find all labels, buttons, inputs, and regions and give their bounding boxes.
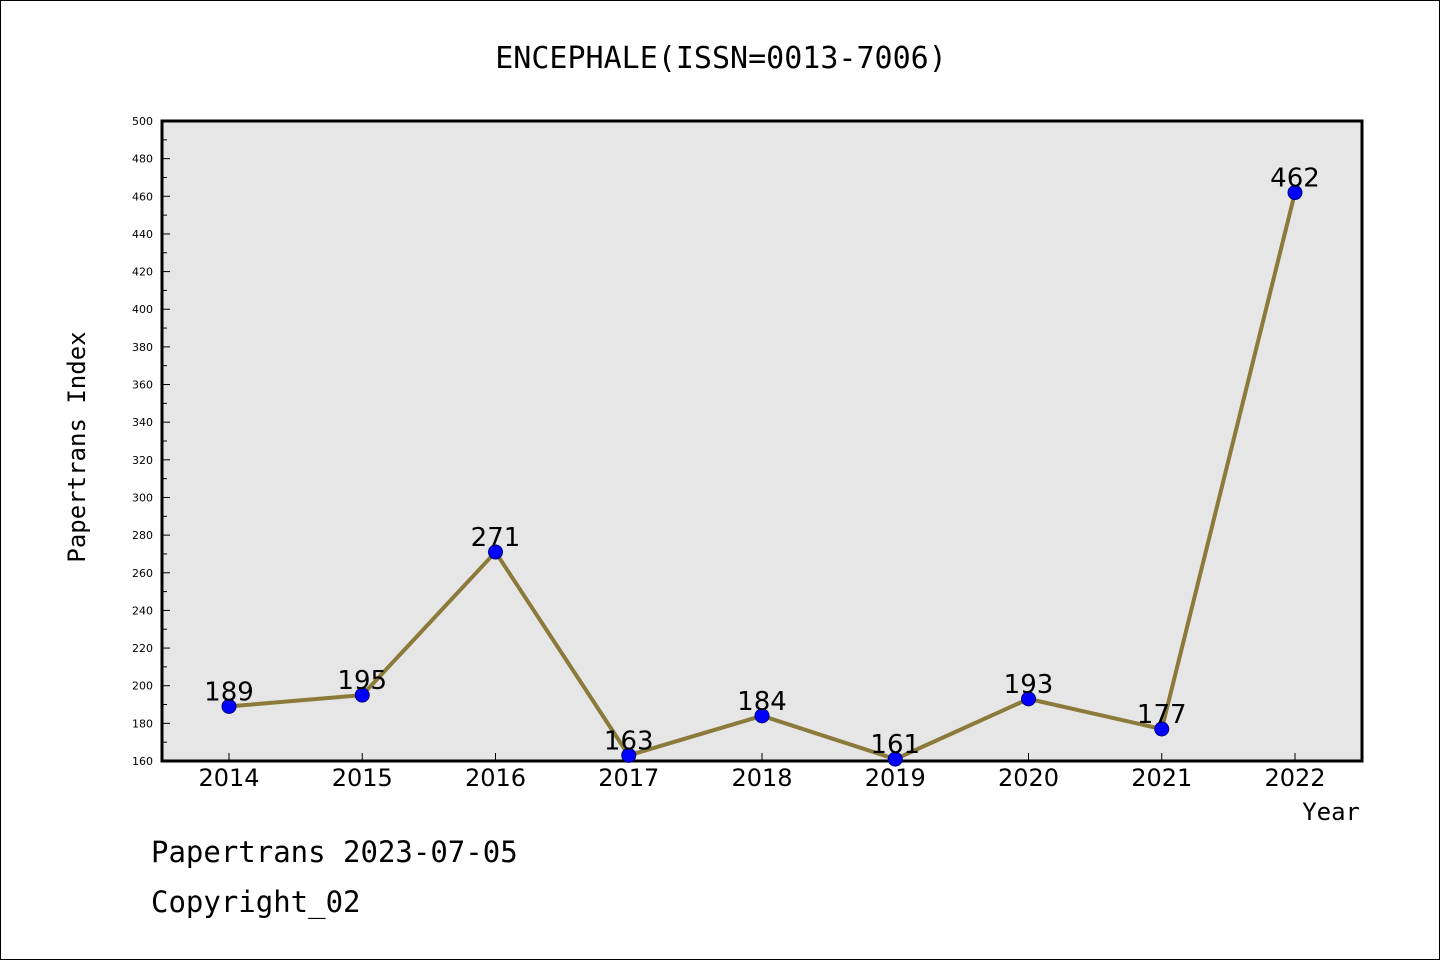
data-label: 271 <box>471 523 521 553</box>
data-point <box>354 687 370 703</box>
data-label: 177 <box>1137 700 1187 730</box>
data-markers <box>221 185 1303 767</box>
y-tick-label: 340 <box>132 416 153 429</box>
y-tick-label: 460 <box>132 190 153 203</box>
y-tick-label: 320 <box>132 454 153 467</box>
data-point <box>488 544 503 560</box>
x-tick-label: 2022 <box>1264 764 1325 792</box>
y-axis-title: Papertrans Index <box>63 331 91 562</box>
x-axis: 2014 2015 2016 2017 2018 2019 2020 2021 2022 <box>198 753 1326 792</box>
y-tick-label: 500 <box>132 115 153 128</box>
y-tick-label: 420 <box>132 266 153 279</box>
y-tick-label: 440 <box>132 228 153 241</box>
y-tick-label: 260 <box>132 567 153 580</box>
y-tick-label: 360 <box>132 379 153 392</box>
y-axis: 160 180 200 220 240 260 280 300 320 340 360 380 400 4… <box>132 115 170 768</box>
data-label: 195 <box>337 666 387 696</box>
data-label: 161 <box>870 730 920 760</box>
data-point <box>1021 691 1036 707</box>
x-tick-label: 2017 <box>598 764 659 792</box>
data-point <box>1287 185 1303 201</box>
data-label: 462 <box>1270 164 1320 194</box>
x-tick-label: 2020 <box>998 764 1059 792</box>
data-point <box>754 708 770 724</box>
y-tick-label: 400 <box>132 303 153 316</box>
y-tick-label: 480 <box>132 153 153 166</box>
y-tick-label: 220 <box>132 642 153 655</box>
y-tick-label: 200 <box>132 680 153 693</box>
data-labels: 189 195 271 163 184 161 193 177 462 <box>204 164 1320 761</box>
x-tick-label: 2014 <box>198 764 259 792</box>
x-tick-label: 2018 <box>731 764 792 792</box>
x-tick-label: 2019 <box>865 764 926 792</box>
data-label: 163 <box>604 726 654 756</box>
data-point <box>221 698 237 714</box>
data-label: 189 <box>204 677 254 707</box>
data-label: 193 <box>1004 670 1054 700</box>
data-label: 184 <box>737 687 787 717</box>
y-tick-label: 280 <box>132 529 153 542</box>
y-tick-label: 240 <box>132 604 153 617</box>
y-tick-label: 300 <box>132 491 153 504</box>
data-point <box>621 747 637 763</box>
y-tick-label: 380 <box>132 341 153 354</box>
y-tick-label: 180 <box>132 717 153 730</box>
plot-area <box>160 119 1364 763</box>
footer-source: Papertrans 2023-07-05 <box>151 835 518 869</box>
x-tick-label: 2015 <box>332 764 393 792</box>
chart-title: ENCEPHALE(ISSN=0013-7006) <box>495 41 947 76</box>
data-point <box>887 751 903 767</box>
data-point <box>1154 721 1170 737</box>
footer-copyright: Copyright_02 <box>151 885 361 919</box>
y-tick-label: 160 <box>132 755 153 768</box>
x-tick-label: 2021 <box>1131 764 1192 792</box>
x-tick-label: 2016 <box>465 764 526 792</box>
x-axis-title: Year <box>1302 798 1360 826</box>
